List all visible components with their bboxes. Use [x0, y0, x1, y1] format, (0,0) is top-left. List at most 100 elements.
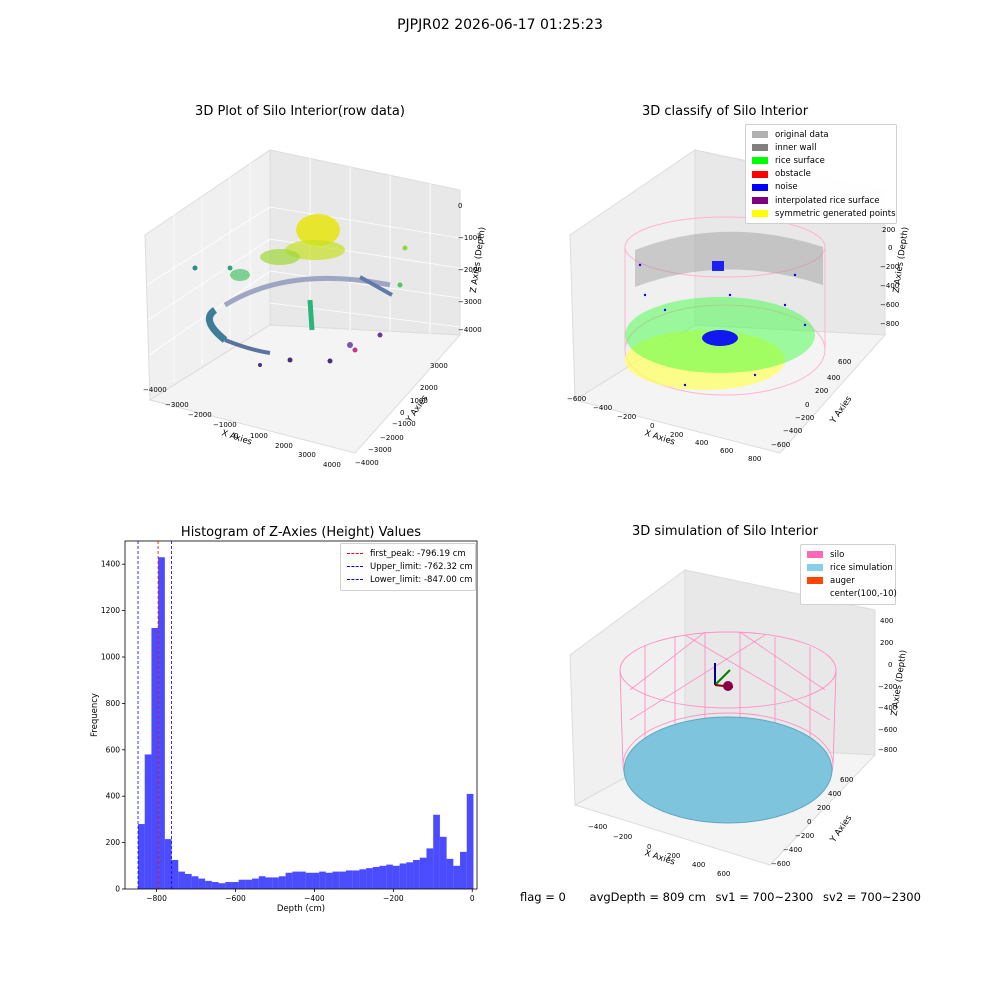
classify-legend-label: noise — [775, 182, 798, 193]
simulation-legend-label: auger — [830, 575, 855, 586]
svg-text:1000: 1000 — [250, 432, 268, 440]
svg-text:600: 600 — [717, 870, 730, 878]
histogram-bar — [399, 863, 407, 889]
svg-text:−600: −600 — [567, 395, 586, 403]
classify-legend-label: obstacle — [775, 169, 811, 180]
histogram-bar — [252, 878, 259, 889]
svg-text:−3000: −3000 — [165, 401, 189, 409]
figure-title: PJPJR02 2026-06-17 01:25:23 — [397, 17, 603, 33]
svg-text:−1000: −1000 — [458, 234, 482, 242]
svg-text:−3000: −3000 — [458, 298, 482, 306]
histogram-bar — [413, 860, 420, 889]
svg-text:600: 600 — [840, 776, 853, 784]
svg-text:0: 0 — [805, 401, 809, 409]
svg-text:−3000: −3000 — [368, 446, 392, 454]
flag-text: flag = 0 — [520, 890, 566, 904]
svg-text:200: 200 — [815, 387, 828, 395]
histogram-bar — [366, 868, 373, 889]
svg-text:400: 400 — [827, 374, 840, 382]
histogram-bar — [151, 628, 159, 889]
histogram-bar — [171, 860, 179, 889]
histogram-bar — [392, 865, 400, 889]
histogram-bar — [332, 871, 340, 889]
simulation-legend: silo rice simulation auger center(100,-10) — [800, 544, 897, 605]
svg-text:−400: −400 — [588, 823, 607, 831]
histogram-xtick-label: −600 — [225, 894, 246, 903]
classify-legend-item: rice surface — [752, 154, 890, 167]
svg-text:−400: −400 — [593, 404, 612, 412]
svg-text:−200: −200 — [795, 832, 814, 840]
svg-text:0: 0 — [888, 244, 892, 252]
classify-legend-swatch — [752, 183, 768, 191]
histogram-bar — [144, 754, 152, 889]
histogram-bar — [466, 793, 474, 889]
histogram-bar — [319, 871, 326, 889]
svg-text:−1000: −1000 — [213, 421, 237, 429]
svg-text:−400: −400 — [880, 282, 899, 290]
svg-text:−4000: −4000 — [458, 326, 482, 334]
histogram-bar — [460, 851, 467, 889]
classify-legend-swatch — [752, 197, 768, 205]
raw-point-cloud — [192, 214, 408, 367]
classify-legend-item: noise — [752, 181, 890, 194]
svg-text:−400: −400 — [878, 704, 897, 712]
histogram-ytick-label: 0 — [115, 885, 120, 894]
histogram-bar — [352, 870, 360, 889]
histogram-ytick-label: 800 — [106, 699, 121, 708]
histogram-ytick-label: 200 — [106, 838, 121, 847]
simulation-legend-item: rice simulation — [807, 561, 893, 574]
svg-text:800: 800 — [748, 455, 761, 463]
histogram-legend: first_peak: -796.19 cm Upper_limit: -762.… — [340, 543, 476, 591]
histogram-ytick-label: 600 — [106, 745, 121, 754]
histogram-xlabel: Depth (cm) — [277, 904, 325, 914]
svg-text:−800: −800 — [880, 320, 899, 328]
histogram-bar — [198, 878, 206, 889]
svg-text:−2000: −2000 — [188, 411, 212, 419]
histogram-bar — [372, 866, 380, 889]
simulation-legend-label: center(100,-10) — [830, 589, 897, 600]
svg-text:−200: −200 — [617, 413, 636, 421]
auger-icon — [714, 663, 734, 691]
histogram-bar — [231, 882, 239, 889]
histogram-bar — [238, 879, 246, 889]
svg-text:−800: −800 — [878, 746, 897, 754]
svg-text:0: 0 — [234, 432, 238, 440]
svg-text:400: 400 — [828, 790, 841, 798]
svg-text:2000: 2000 — [275, 442, 293, 450]
histogram-bar — [258, 876, 266, 889]
histogram-ylabel: Frequency — [90, 693, 100, 737]
histogram-bar — [178, 871, 185, 889]
svg-text:−600: −600 — [878, 726, 897, 734]
histogram-bar — [272, 877, 279, 889]
histogram-bar — [191, 876, 199, 889]
classify-legend-item: inner wall — [752, 141, 890, 154]
svg-text:−400: −400 — [783, 846, 802, 854]
histogram-bar — [439, 836, 447, 889]
svg-text:−4000: −4000 — [355, 459, 379, 467]
simulation-legend-swatch — [807, 564, 823, 572]
svg-text:400: 400 — [692, 861, 705, 869]
sv2-text: sv2 = 700~2300 — [823, 890, 921, 904]
histogram-legend-label: first_peak: -796.19 cm — [370, 548, 466, 559]
svg-text:−200: −200 — [878, 683, 897, 691]
svg-text:200: 200 — [817, 804, 830, 812]
simulation-legend-item: auger — [807, 574, 889, 587]
simulation-legend-label: silo — [830, 549, 845, 560]
classify-legend-swatch — [752, 131, 768, 139]
svg-text:200: 200 — [882, 226, 895, 234]
histogram-bar — [305, 872, 313, 889]
classify-legend-swatch — [752, 210, 768, 218]
svg-text:4000: 4000 — [323, 461, 341, 469]
classify-legend-item: obstacle — [752, 168, 890, 181]
histogram-ytick-label: 1200 — [101, 606, 120, 615]
svg-text:400: 400 — [695, 439, 708, 447]
svg-text:3000: 3000 — [298, 451, 316, 459]
svg-text:600: 600 — [838, 358, 851, 366]
classify-legend-swatch — [752, 157, 768, 165]
svg-text:−600: −600 — [771, 860, 790, 868]
histogram-bar — [265, 877, 273, 889]
simulation-legend-swatch — [807, 577, 823, 585]
histogram-bar — [225, 882, 232, 889]
histogram-bar — [285, 872, 293, 889]
